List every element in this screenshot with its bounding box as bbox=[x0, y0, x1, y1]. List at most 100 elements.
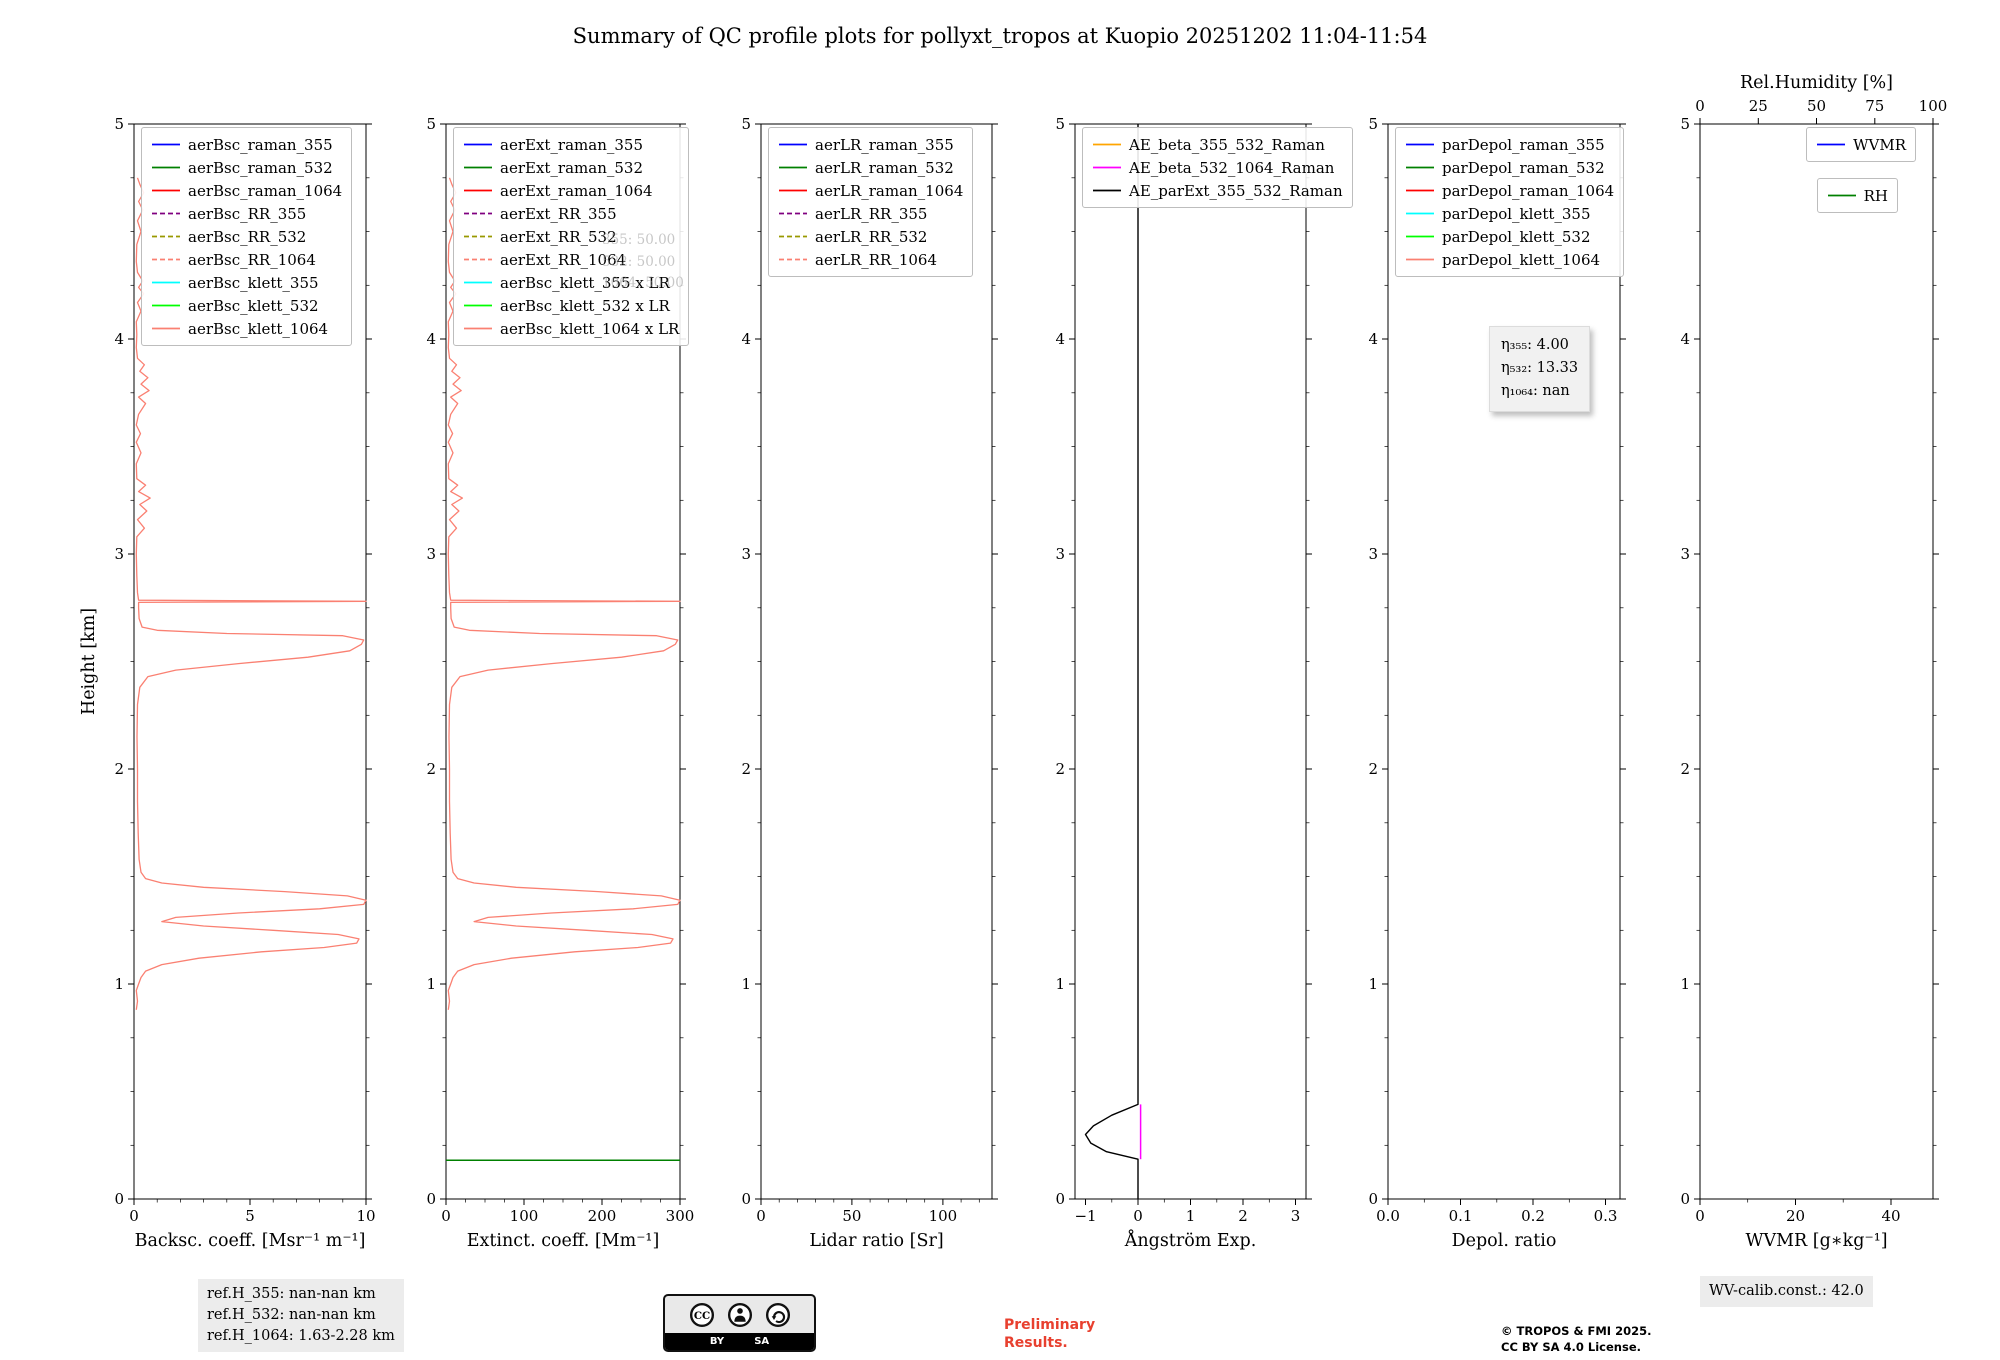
legend-label: aerLR_raman_1064 bbox=[815, 181, 964, 200]
legend-line-sample bbox=[152, 281, 180, 284]
svg-text:0: 0 bbox=[1055, 1190, 1065, 1208]
legend-line-sample bbox=[464, 235, 492, 238]
svg-text:300: 300 bbox=[666, 1207, 695, 1225]
legend-label: aerLR_raman_355 bbox=[815, 135, 954, 154]
svg-text:0: 0 bbox=[441, 1207, 451, 1225]
svg-text:100: 100 bbox=[929, 1207, 958, 1225]
svg-text:0: 0 bbox=[1133, 1207, 1143, 1225]
legend-line-sample bbox=[152, 189, 180, 192]
legend-label: aerBsc_klett_532 bbox=[188, 296, 319, 315]
svg-text:1: 1 bbox=[1186, 1207, 1196, 1225]
legend-label: WVMR bbox=[1853, 135, 1906, 154]
lidar-ratio-constants-watermark: 355: 50.00 532: 50.00 1064: 50.00 bbox=[602, 230, 684, 295]
svg-text:0: 0 bbox=[114, 1190, 124, 1208]
legend-item: AE_parExt_355_532_Raman bbox=[1092, 179, 1343, 202]
svg-text:1: 1 bbox=[114, 975, 124, 993]
svg-text:0: 0 bbox=[1368, 1190, 1378, 1208]
legend-item: aerExt_RR_355 bbox=[463, 202, 679, 225]
legend-label: aerBsc_klett_355 x LR bbox=[500, 273, 670, 292]
legend-label: aerExt_raman_355 bbox=[500, 135, 643, 154]
svg-text:Depol. ratio: Depol. ratio bbox=[1452, 1231, 1557, 1251]
legend-item: aerBsc_RR_532 bbox=[151, 225, 342, 248]
legend-line-sample bbox=[1093, 143, 1121, 146]
legend-label: aerExt_RR_1064 bbox=[500, 250, 627, 269]
lr-constant-1064: 1064: 50.00 bbox=[602, 275, 684, 292]
svg-text:2: 2 bbox=[114, 760, 124, 778]
legend-line-sample bbox=[464, 189, 492, 192]
legend-item: aerBsc_klett_355 x LR bbox=[463, 271, 679, 294]
legend: RH bbox=[1816, 178, 1898, 213]
extinction-plot: 0 1 2 3 4 5 0 100 200 300 Extinct. coeff. [Mm⁻¹] bbox=[426, 115, 695, 1251]
svg-text:5: 5 bbox=[1055, 115, 1065, 133]
legend-item: aerExt_RR_1064 bbox=[463, 248, 679, 271]
legend-label: aerBsc_raman_532 bbox=[188, 158, 333, 177]
angstrom-plot: 0 1 2 3 4 5 −1 0 1 2 3 Ångström Exp. bbox=[1055, 115, 1312, 1251]
svg-text:5: 5 bbox=[1368, 115, 1378, 133]
legend-item: parDepol_raman_532 bbox=[1405, 156, 1614, 179]
legend-item: AE_beta_355_532_Raman bbox=[1092, 133, 1343, 156]
legend-line-sample bbox=[464, 166, 492, 169]
legend-item: WVMR bbox=[1816, 133, 1906, 156]
legend-label: RH bbox=[1863, 186, 1888, 205]
legend-label: parDepol_raman_1064 bbox=[1442, 181, 1615, 200]
legend-label: aerBsc_RR_355 bbox=[188, 204, 307, 223]
legend-line-sample bbox=[464, 304, 492, 307]
panel-backscatter: 0 1 2 3 4 5 0 5 10 Backsc. coeff. [Msr⁻¹ m⁻¹] Heig… bbox=[64, 60, 406, 1270]
ref-height-532: ref.H_532: nan-nan km bbox=[207, 1307, 376, 1324]
legend-line-sample bbox=[152, 166, 180, 169]
legend-item: aerBsc_klett_355 bbox=[151, 271, 342, 294]
legend-line-sample bbox=[779, 235, 807, 238]
legend-item: aerLR_raman_355 bbox=[778, 133, 963, 156]
svg-text:0.3: 0.3 bbox=[1594, 1207, 1618, 1225]
legend-item: parDepol_klett_1064 bbox=[1405, 248, 1614, 271]
legend-item: aerBsc_klett_1064 x LR bbox=[463, 317, 679, 340]
legend-line-sample bbox=[779, 189, 807, 192]
svg-text:5: 5 bbox=[114, 115, 124, 133]
backscatter-plot: 0 1 2 3 4 5 0 5 10 Backsc. coeff. [Msr⁻¹ m⁻¹] Heig… bbox=[79, 115, 376, 1251]
legend-line-sample bbox=[1406, 189, 1434, 192]
legend-line-sample bbox=[464, 258, 492, 261]
wv-calibration-constant: WV-calib.const.: 42.0 bbox=[1700, 1276, 1873, 1308]
legend-label: aerLR_RR_355 bbox=[815, 204, 928, 223]
svg-text:75: 75 bbox=[1865, 97, 1884, 115]
legend-line-sample bbox=[1817, 143, 1846, 146]
svg-text:3: 3 bbox=[741, 545, 751, 563]
legend: AE_beta_355_532_Raman AE_beta_532_1064_Ra… bbox=[1082, 127, 1353, 208]
cc-by-label: BY bbox=[709, 1336, 725, 1347]
legend-item: aerBsc_klett_1064 bbox=[151, 317, 342, 340]
svg-text:0.2: 0.2 bbox=[1521, 1207, 1545, 1225]
panel-depol: 0 1 2 3 4 5 0.0 0.1 0.2 0.3 Depol. ratio η₃₅₅: 4.0… bbox=[1318, 60, 1660, 1270]
legend-item: parDepol_raman_355 bbox=[1405, 133, 1614, 156]
svg-text:CC: CC bbox=[693, 1309, 709, 1321]
svg-text:2: 2 bbox=[1368, 760, 1378, 778]
svg-text:0: 0 bbox=[129, 1207, 139, 1225]
svg-text:3: 3 bbox=[426, 545, 436, 563]
svg-text:Backsc. coeff. [Msr⁻¹ m⁻¹]: Backsc. coeff. [Msr⁻¹ m⁻¹] bbox=[135, 1231, 366, 1251]
legend-line-sample bbox=[464, 212, 492, 215]
svg-text:3: 3 bbox=[1368, 545, 1378, 563]
legend-item: aerBsc_klett_532 bbox=[151, 294, 342, 317]
legend-line-sample bbox=[779, 212, 807, 215]
legend-item: aerBsc_RR_1064 bbox=[151, 248, 342, 271]
svg-text:2: 2 bbox=[1055, 760, 1065, 778]
legend-item: aerExt_RR_532 bbox=[463, 225, 679, 248]
svg-text:3: 3 bbox=[1291, 1207, 1301, 1225]
svg-text:Rel.Humidity [%]: Rel.Humidity [%] bbox=[1740, 73, 1893, 93]
svg-text:4: 4 bbox=[114, 330, 124, 348]
legend-label: aerBsc_klett_1064 x LR bbox=[500, 319, 680, 338]
svg-text:4: 4 bbox=[741, 330, 751, 348]
legend-label: aerExt_raman_532 bbox=[500, 158, 643, 177]
legend-line-sample bbox=[779, 143, 807, 146]
svg-text:Ångström Exp.: Ångström Exp. bbox=[1124, 1230, 1257, 1251]
legend-label: aerBsc_klett_1064 bbox=[188, 319, 329, 338]
legend-label: parDepol_raman_355 bbox=[1442, 135, 1605, 154]
legend-line-sample bbox=[464, 281, 492, 284]
legend-item: aerBsc_klett_532 x LR bbox=[463, 294, 679, 317]
svg-text:4: 4 bbox=[1680, 330, 1690, 348]
svg-text:0.0: 0.0 bbox=[1376, 1207, 1400, 1225]
legend-line-sample bbox=[1406, 212, 1434, 215]
legend-label: parDepol_klett_355 bbox=[1442, 204, 1591, 223]
legend-label: aerBsc_RR_532 bbox=[188, 227, 307, 246]
